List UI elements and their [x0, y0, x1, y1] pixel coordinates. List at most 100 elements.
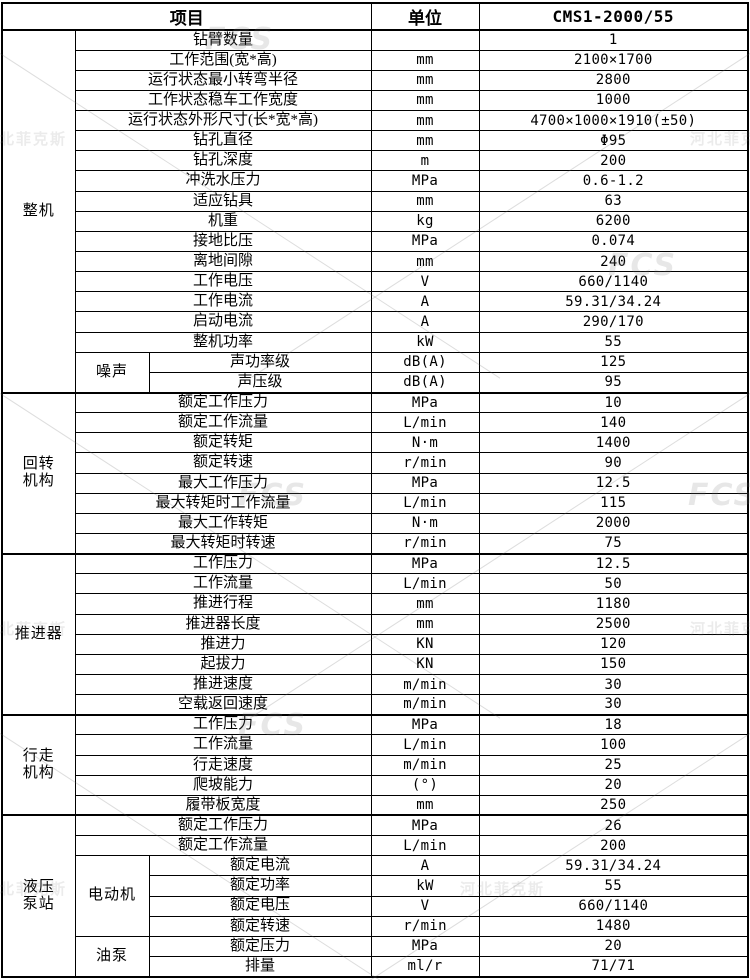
item-cell: 额定压力	[148, 935, 372, 957]
table-row: 最大工作转矩 N·m 2000	[2, 512, 749, 535]
value-cell: 120	[478, 633, 749, 655]
unit-cell: m/min	[370, 673, 480, 696]
table-row: 工作状态稳车工作宽度 mm 1000	[2, 89, 749, 112]
unit-cell: V	[370, 271, 480, 293]
item-cell: 额定工作压力	[74, 391, 372, 414]
unit-cell: V	[370, 895, 480, 917]
item-cell: 最大转矩时转速	[74, 533, 372, 555]
table-row: 适应钻具 mm 63	[2, 190, 749, 212]
table-row: 推进器 工作压力 MPa 12.5	[1, 552, 749, 716]
item-cell: 额定工作压力	[74, 814, 372, 837]
table-row: 额定转矩 N·m 1400	[2, 432, 749, 454]
unit-cell: mm	[370, 593, 480, 615]
unit-cell: A	[370, 311, 480, 333]
unit-cell: dB(A)	[370, 371, 480, 394]
item-cell: 最大工作转矩	[74, 512, 372, 535]
table-row: 工作范围(宽*高) mm 2100×1700	[2, 49, 749, 71]
table-row: 机重 kg 6200	[2, 210, 749, 232]
item-cell: 工作电压	[74, 271, 372, 293]
unit-cell: A	[370, 291, 480, 313]
spec-table-body: 整机 钻臂数量 1 工作范围(宽*高) mm 2100×1700 运行状态最小转弯半径 mm 2…	[1, 29, 749, 978]
table-row: 冲洗水压力 MPa 0.6-1.2	[2, 170, 749, 192]
unit-cell: m/min	[370, 754, 480, 776]
header-unit-label: 单位	[370, 2, 480, 31]
value-cell: 1000	[478, 89, 749, 112]
table-row: 运行状态最小转弯半径 mm 2800	[2, 69, 749, 91]
value-cell: 1	[478, 29, 749, 51]
table-row: 电动机 额定电流 A 59.31/34.24	[2, 855, 749, 937]
table-row: 钻孔直径 mm Φ95	[2, 130, 749, 152]
table-row: 额定转速 r/min 1480	[2, 915, 749, 937]
unit-cell: mm	[370, 89, 480, 112]
unit-cell: MPa	[370, 170, 480, 192]
unit-cell: MPa	[370, 552, 480, 575]
item-cell: 钻孔深度	[74, 150, 372, 172]
value-cell: 55	[478, 875, 749, 897]
value-cell: 18	[478, 713, 749, 736]
table-row: 启动电流 A 290/170	[2, 311, 749, 333]
item-cell: 适应钻具	[74, 190, 372, 212]
value-cell: 1180	[478, 593, 749, 615]
unit-cell: mm	[370, 190, 480, 212]
value-cell: 6200	[478, 210, 749, 232]
table-row: 额定工作流量 L/min 140	[2, 412, 749, 434]
value-cell: 100	[478, 734, 749, 756]
item-cell: 声压级	[148, 371, 372, 394]
value-cell: 30	[478, 673, 749, 696]
value-cell: 10	[478, 391, 749, 414]
item-cell: 爬坡能力	[74, 774, 372, 796]
item-cell: 最大工作压力	[74, 472, 372, 494]
value-cell: 115	[478, 492, 749, 514]
unit-cell: MPa	[370, 472, 480, 494]
header-row: 项目 单位 CMS1-2000/55	[1, 2, 749, 31]
value-cell: 125	[478, 351, 749, 373]
unit-cell: kW	[370, 875, 480, 897]
table-row: 整机 钻臂数量 1	[1, 29, 749, 394]
unit-cell: mm	[370, 130, 480, 152]
unit-cell: L/min	[370, 734, 480, 756]
value-cell: 71/71	[478, 955, 749, 978]
unit-cell	[370, 29, 480, 51]
group-cell: 整机	[1, 29, 76, 394]
item-cell: 运行状态最小转弯半径	[74, 69, 372, 91]
unit-cell: r/min	[370, 533, 480, 555]
table-row: 工作电压 V 660/1140	[2, 271, 749, 293]
item-cell: 排量	[148, 955, 372, 978]
unit-cell: mm	[370, 251, 480, 273]
item-cell: 推进速度	[74, 673, 372, 696]
value-cell: 1480	[478, 915, 749, 937]
unit-cell: r/min	[370, 915, 480, 937]
table-row: 推进力 KN 120	[2, 633, 749, 655]
value-cell: 2100×1700	[478, 49, 749, 71]
item-cell: 额定电流	[148, 855, 372, 877]
value-cell: 12.5	[478, 552, 749, 575]
table-row: 推进行程 mm 1180	[2, 593, 749, 615]
subgroup-cell: 油泵	[74, 935, 150, 978]
value-cell: 59.31/34.24	[478, 291, 749, 313]
item-cell: 推进器长度	[74, 613, 372, 635]
table-row: 工作流量 L/min 100	[2, 734, 749, 756]
value-cell: 0.6-1.2	[478, 170, 749, 192]
unit-cell: mm	[370, 49, 480, 71]
unit-cell: KN	[370, 633, 480, 655]
unit-cell: m	[370, 150, 480, 172]
unit-cell: KN	[370, 653, 480, 676]
table-row: 钻孔深度 m 200	[2, 150, 749, 172]
table-row: 额定功率 kW 55	[2, 875, 749, 897]
item-cell: 钻臂数量	[74, 29, 372, 51]
item-cell: 整机功率	[74, 331, 372, 353]
unit-cell: kW	[370, 331, 480, 353]
table-row: 最大转矩时工作流量 L/min 115	[2, 492, 749, 514]
item-cell: 工作压力	[74, 552, 372, 575]
value-cell: 0.074	[478, 230, 749, 253]
unit-cell: MPa	[370, 814, 480, 837]
unit-cell: m/min	[370, 694, 480, 716]
subgroup-cell: 噪声	[74, 351, 150, 394]
unit-cell: ml/r	[370, 955, 480, 978]
value-cell: 200	[478, 835, 749, 857]
item-cell: 行走速度	[74, 754, 372, 776]
item-cell: 工作压力	[74, 713, 372, 736]
item-cell: 钻孔直径	[74, 130, 372, 152]
unit-cell: MPa	[370, 230, 480, 253]
